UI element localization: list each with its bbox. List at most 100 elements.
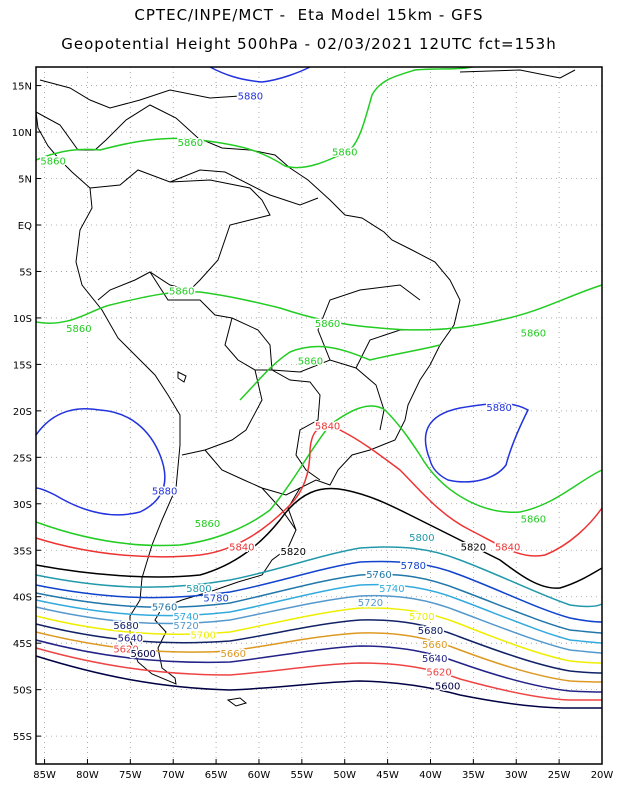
contour-label: 5840 [229, 542, 254, 553]
lat-tick-label: 30S [13, 500, 32, 511]
contour-5720 [35, 594, 603, 654]
contour-label: 5660 [221, 649, 246, 660]
lat-tick-label: 5N [18, 175, 32, 186]
contour-label: 5880 [152, 486, 177, 497]
contour-5660 [35, 631, 603, 683]
contour-label: 5860 [66, 324, 91, 335]
lat-tick-label: 45S [13, 639, 32, 650]
contour-5640 [35, 639, 603, 693]
contour-label: 5860 [195, 519, 220, 530]
lat-tick-label: EQ [18, 221, 32, 232]
lon-tick-label: 80W [76, 770, 99, 781]
contour-label: 5740 [173, 612, 198, 623]
lon-tick-label: 55W [291, 770, 314, 781]
contour-label: 5740 [379, 584, 404, 595]
contour-labels: 5880 5860 5860 5860 5860 5860 5860 5860 5860 5880… [39, 90, 548, 694]
contour-5820 [35, 487, 603, 589]
contour-label: 5860 [315, 319, 340, 330]
contour-label: 5860 [521, 329, 546, 340]
contour-label: 5640 [422, 654, 447, 665]
contour-label: 5840 [315, 421, 340, 432]
contour-5840 [35, 426, 603, 558]
contour-label: 5760 [366, 570, 391, 581]
lon-tick-label: 75W [119, 770, 142, 781]
country-borders [89, 169, 430, 531]
contour-label: 5720 [173, 621, 198, 632]
contour-label: 5860 [298, 356, 323, 367]
lon-tick-label: 30W [505, 770, 528, 781]
lat-tick-label: 40S [13, 593, 32, 604]
contour-label: 5660 [422, 640, 447, 651]
contour-5700 [35, 607, 603, 664]
contour-5860-south [35, 405, 603, 547]
contour-5600 [35, 655, 602, 709]
contour-label: 5860 [40, 157, 65, 168]
contour-label: 5820 [281, 547, 306, 558]
contour-label: 5860 [332, 147, 357, 158]
lat-tick-label: 15N [12, 82, 32, 93]
lon-tick-label: 85W [33, 770, 56, 781]
contour-label: 5760 [152, 603, 177, 614]
contour-label: 5820 [461, 542, 486, 553]
coastline [35, 69, 576, 707]
contour-label: 5600 [130, 649, 155, 660]
contour-label: 5620 [113, 644, 138, 655]
contour-label: 5880 [238, 92, 263, 103]
contour-5880-east [424, 402, 529, 483]
lat-tick-label: 15S [13, 360, 32, 371]
contour-label: 5620 [426, 668, 451, 679]
lon-tick-label: 20W [591, 770, 614, 781]
lon-tick-label: 35W [462, 770, 485, 781]
contour-label: 5780 [401, 561, 426, 572]
lake-titicaca [177, 371, 187, 383]
lon-tick-label: 50W [333, 770, 356, 781]
contour-lines [35, 66, 603, 709]
lat-tick-label: 50S [13, 686, 32, 697]
contour-label: 5860 [521, 514, 546, 525]
contour-5860-inner [239, 344, 441, 401]
map-title: CPTEC/INPE/MCT - Eta Model 15km - GFS [134, 6, 484, 24]
lat-tick-label: 5S [19, 267, 32, 278]
caribbean-coast [39, 69, 576, 109]
contour-5800 [35, 546, 603, 608]
contour-label: 5680 [418, 626, 443, 637]
contour-label: 5800 [409, 533, 434, 544]
lon-tick-label: 60W [248, 770, 271, 781]
lat-tick-label: 10S [13, 314, 32, 325]
contour-label: 5780 [203, 593, 228, 604]
lat-tick-label: 10N [12, 128, 32, 139]
contour-label: 5700 [191, 631, 216, 642]
contour-label: 5640 [118, 633, 143, 644]
lat-tick-label: 25S [13, 453, 32, 464]
contour-label: 5720 [358, 598, 383, 609]
lat-tick-label: 35S [13, 546, 32, 557]
contour-label: 5860 [178, 138, 203, 149]
contour-label: 5680 [113, 621, 138, 632]
axis-ticks: 85W 80W 75W 70W 65W 60W 55W 50W 45W 40W 35W 30W 25W 2… [12, 82, 614, 781]
graticule [36, 67, 603, 764]
lat-tick-label: 55S [13, 732, 32, 743]
contour-label: 5880 [486, 403, 511, 414]
lon-tick-label: 70W [162, 770, 185, 781]
contour-5760 [35, 573, 603, 634]
contour-label: 5700 [409, 612, 434, 623]
contour-5880-south [35, 408, 166, 516]
contour-5780 [35, 560, 603, 623]
contour-label: 5840 [495, 542, 520, 553]
contour-5860-north [35, 66, 473, 169]
contour-5620 [35, 647, 602, 701]
south-america-outline [35, 104, 461, 685]
map-subtitle: Geopotential Height 500hPa - 02/03/2021 … [61, 35, 557, 53]
contour-5740 [35, 583, 603, 644]
lon-tick-label: 25W [548, 770, 571, 781]
contour-label: 5600 [435, 682, 460, 693]
contour-5680 [35, 619, 603, 674]
lat-tick-label: 20S [13, 407, 32, 418]
lon-tick-label: 45W [376, 770, 399, 781]
contour-5860-middle [35, 284, 603, 331]
falkland-islands [226, 697, 248, 707]
lon-tick-label: 65W [205, 770, 228, 781]
contour-label: 5800 [186, 584, 211, 595]
contour-5880-north [209, 66, 311, 83]
